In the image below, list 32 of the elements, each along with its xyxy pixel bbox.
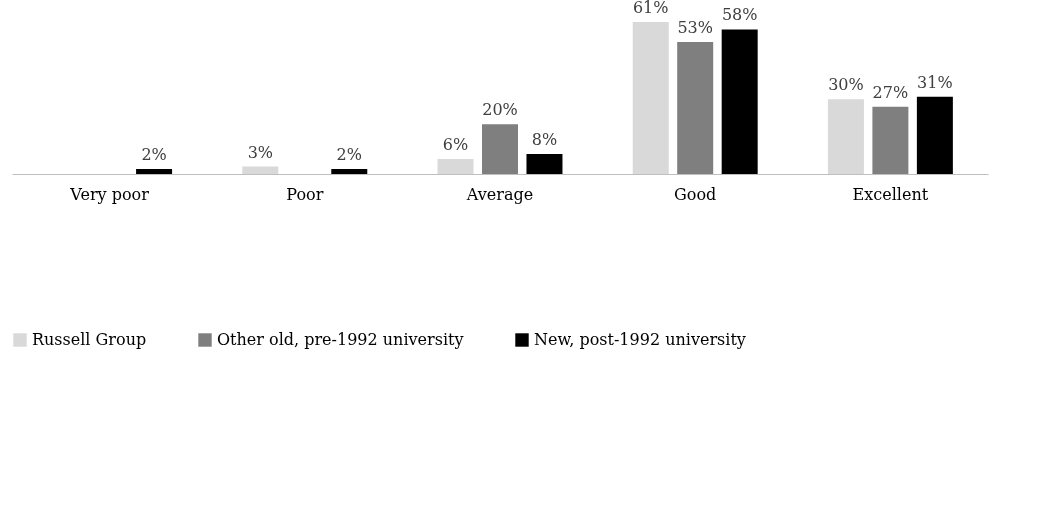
x-tick-label: Poor bbox=[286, 184, 324, 204]
data-label: 30% bbox=[828, 75, 864, 95]
data-label: 20% bbox=[482, 100, 518, 120]
data-label: 53% bbox=[677, 17, 713, 37]
bar bbox=[242, 166, 279, 174]
bar bbox=[526, 154, 563, 174]
bar bbox=[677, 41, 714, 174]
x-tick-label: Average bbox=[465, 184, 534, 204]
legend-label: Russell Group bbox=[32, 330, 147, 349]
bar bbox=[916, 96, 953, 174]
x-tick-label: Very poor bbox=[69, 184, 150, 204]
bar bbox=[827, 99, 864, 174]
data-label: 2% bbox=[336, 145, 362, 165]
data-label: 27% bbox=[872, 82, 909, 102]
legend-label: Other old, pre-1992 university bbox=[217, 330, 464, 349]
bar bbox=[721, 29, 758, 174]
bar bbox=[872, 106, 909, 174]
data-label: 61% bbox=[632, 0, 669, 17]
bar bbox=[136, 169, 173, 174]
data-label: 31% bbox=[917, 72, 953, 92]
bar bbox=[437, 159, 474, 174]
data-label: 8% bbox=[531, 130, 558, 150]
data-label: 6% bbox=[442, 135, 469, 155]
data-label: 3% bbox=[247, 142, 274, 162]
bar bbox=[632, 21, 669, 174]
legend-label: New, post-1992 university bbox=[534, 330, 746, 349]
x-tick-label: Good bbox=[674, 184, 717, 204]
bar bbox=[482, 124, 518, 174]
data-label: 2% bbox=[141, 145, 167, 165]
bar bbox=[331, 169, 368, 174]
x-tick-label: Excellent bbox=[852, 184, 929, 204]
data-label: 58% bbox=[721, 5, 758, 25]
